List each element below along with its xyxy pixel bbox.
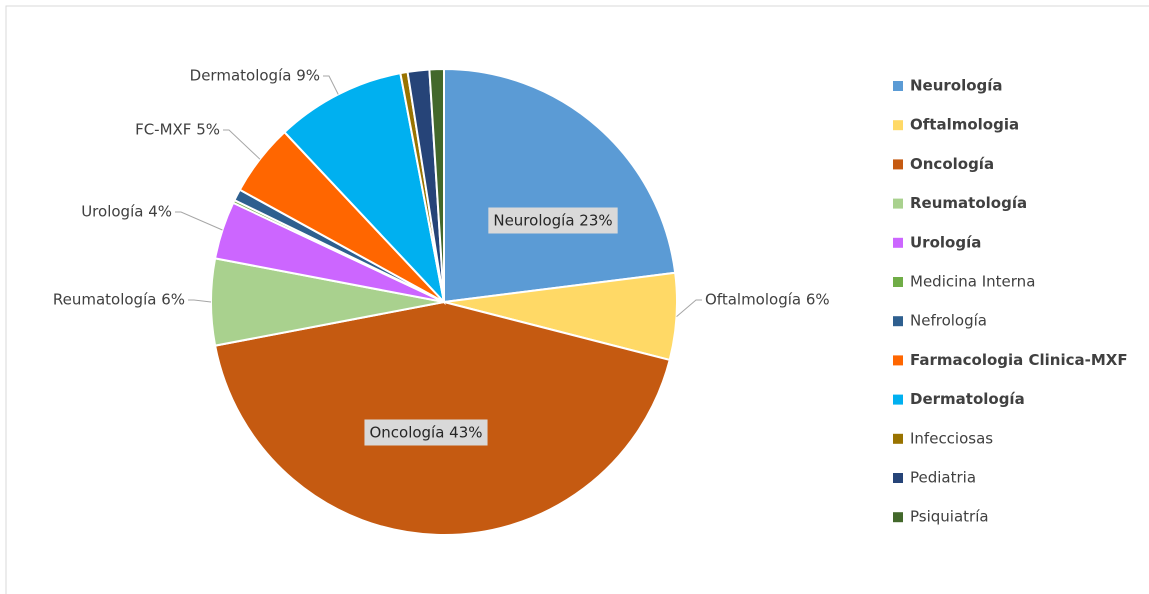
pie-slice: [283, 71, 446, 306]
legend-swatch: [893, 277, 903, 287]
legend-swatch: [893, 355, 903, 366]
legend-swatch: [893, 159, 903, 170]
legend-label: Reumatología: [910, 194, 1027, 212]
legend-label: Farmacologia Clinica-MXF: [910, 351, 1128, 369]
legend-swatch: [893, 512, 903, 523]
legend-swatch: [893, 81, 903, 91]
legend-label: Nefrología: [910, 312, 987, 330]
legend-swatch: [893, 473, 903, 483]
pie-slice: [213, 300, 671, 536]
leader-line: [676, 299, 702, 318]
legend-label: Oncología: [910, 155, 994, 173]
leader-line: [323, 75, 339, 95]
legend-label: Psiquiatría: [910, 508, 989, 526]
legend-swatch: [893, 316, 903, 327]
data-label: Oftalmología 6%: [705, 291, 830, 309]
data-label: FC-MXF 5%: [135, 121, 220, 139]
legend-swatch: [893, 394, 903, 405]
legend-label: Pediatria: [910, 469, 976, 487]
pie-slice: [443, 67, 677, 304]
legend-label: Urología: [910, 233, 981, 251]
data-label: Urología 4%: [81, 203, 172, 221]
legend-swatch: [893, 120, 903, 131]
legend-swatch: [893, 237, 903, 248]
data-label: Dermatología 9%: [190, 67, 320, 85]
pie-slice: [428, 67, 445, 303]
legend-label: Dermatología: [910, 390, 1025, 408]
leader-line: [188, 299, 212, 303]
data-label-box: [364, 419, 488, 446]
data-label: Neurología 23%: [493, 212, 612, 230]
data-label: Reumatología 6%: [53, 291, 185, 309]
legend-swatch: [893, 433, 903, 444]
leader-line: [223, 129, 261, 160]
legend-label: Infecciosas: [910, 429, 993, 447]
legend-swatch: [893, 198, 903, 209]
data-label: Oncología 43%: [369, 424, 482, 442]
legend-label: Medicina Interna: [910, 273, 1035, 291]
legend-label: Oftalmologia: [910, 116, 1019, 134]
legend-label: Neurología: [910, 77, 1003, 95]
data-label-box: [488, 207, 618, 234]
leader-line: [175, 211, 223, 231]
